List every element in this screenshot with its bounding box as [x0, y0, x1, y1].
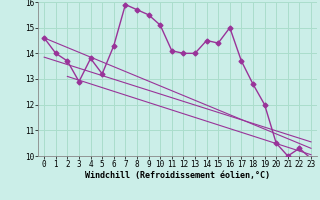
X-axis label: Windchill (Refroidissement éolien,°C): Windchill (Refroidissement éolien,°C): [85, 171, 270, 180]
